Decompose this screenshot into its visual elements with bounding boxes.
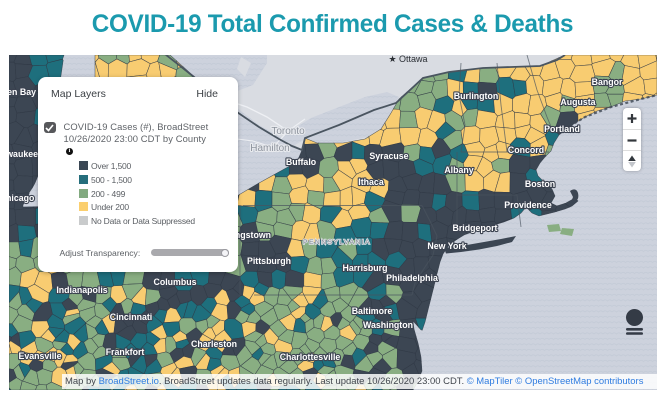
svg-text:Concord: Concord — [508, 145, 544, 155]
svg-text:Providence: Providence — [504, 200, 552, 210]
svg-text:Bangor: Bangor — [592, 77, 623, 87]
svg-text:Pittsburgh: Pittsburgh — [247, 256, 291, 266]
svg-text:Bridgeport: Bridgeport — [453, 223, 498, 233]
svg-text:Cincinnati: Cincinnati — [110, 312, 153, 322]
svg-text:Milwaukee: Milwaukee — [9, 149, 38, 159]
svg-text:Buffalo: Buffalo — [286, 157, 317, 167]
svg-text:Boston: Boston — [525, 179, 555, 189]
svg-text:Philadelphia: Philadelphia — [386, 273, 438, 283]
svg-text:Hamilton: Hamilton — [250, 143, 289, 154]
svg-text:Charleston: Charleston — [191, 339, 237, 349]
svg-text:Ithaca: Ithaca — [358, 177, 384, 187]
svg-text:Augusta: Augusta — [560, 97, 595, 107]
svg-text:Albany: Albany — [444, 165, 473, 175]
svg-text:Harrisburg: Harrisburg — [343, 263, 388, 273]
svg-text:New York: New York — [427, 241, 466, 251]
svg-text:Chicago: Chicago — [9, 193, 35, 203]
svg-text:Columbus: Columbus — [153, 277, 196, 287]
svg-text:Evansville: Evansville — [18, 351, 61, 361]
svg-text:Burlington: Burlington — [454, 91, 498, 101]
svg-text:Washington: Washington — [363, 320, 413, 330]
svg-text:Green Bay: Green Bay — [9, 87, 36, 97]
svg-text:PENNSYLVANIA: PENNSYLVANIA — [303, 239, 371, 246]
svg-text:Frankfort: Frankfort — [106, 347, 145, 357]
svg-text:Charlottesville: Charlottesville — [280, 352, 341, 362]
svg-text:Toronto: Toronto — [271, 126, 305, 137]
svg-text:Indianapolis: Indianapolis — [56, 285, 107, 295]
svg-text:Portland: Portland — [544, 124, 580, 134]
svg-text:★ Ottawa: ★ Ottawa — [388, 55, 427, 64]
svg-text:Baltimore: Baltimore — [352, 306, 393, 316]
svg-text:Syracuse: Syracuse — [369, 151, 408, 161]
